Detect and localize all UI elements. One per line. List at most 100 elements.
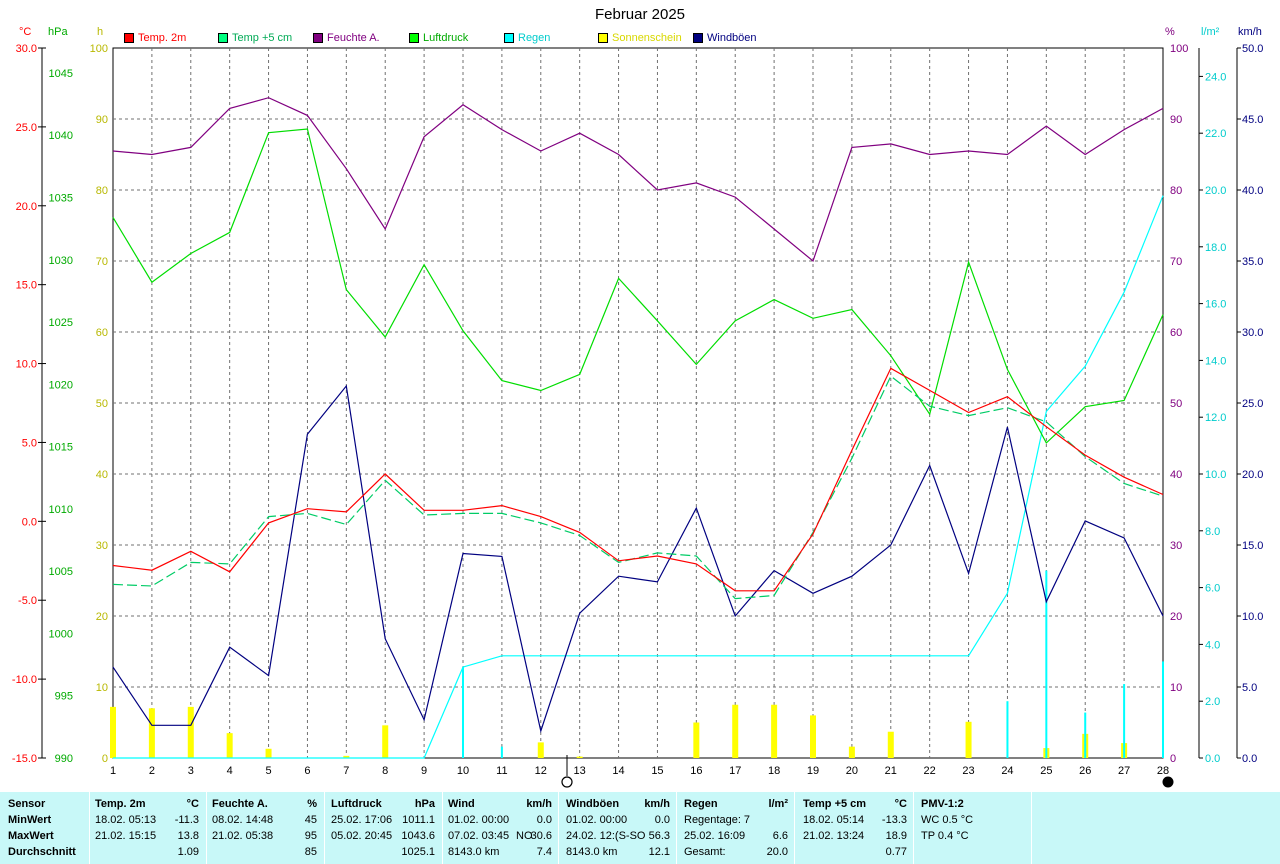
sunshine-bar [343,755,350,758]
x-tick-label: 11 [496,765,507,777]
stats-unit: km/h [644,798,670,810]
stats-luftdruck: Luftdruck hPa 25.02. 17:06 1011.1 05.02. … [331,792,441,864]
rain-tick-label: 22.0 [1205,128,1226,140]
stats-header: Wind [448,798,475,810]
stats-separator [558,792,559,864]
stats-wind: Wind km/h 01.02. 00:00 0.0 07.02. 03:45 NO… [448,792,556,864]
wind-tick-label: 25.0 [1242,398,1263,410]
x-tick-label: 28 [1157,765,1169,777]
temp-tick-label: 15.0 [16,280,37,292]
x-tick-label: 21 [885,765,897,777]
stats-header: PMV-1:2 [921,798,964,810]
stats-direction: NO [516,830,533,842]
x-tick-label: 25 [1040,765,1052,777]
stats-temp5cm: Temp +5 cm °C 18.02. 05:14 -13.3 21.02. 1… [803,792,909,864]
x-tick-label: 26 [1079,765,1091,777]
temp-tick-label: 20.0 [16,201,37,213]
stats-value: 12.1 [648,846,670,858]
legend-label: Temp +5 cm [232,32,293,44]
pressure-tick-label: 1030 [49,255,73,267]
humidity-tick-label: 20 [1170,611,1182,623]
rain-tick-label: 16.0 [1205,299,1226,311]
hours-tick-label: 30 [96,540,108,552]
humidity-tick-label: 100 [1170,43,1188,55]
x-tick-label: 16 [690,765,702,777]
legend-label: Temp. 2m [138,32,187,44]
temp-tick-label: 25.0 [16,122,37,134]
full-moon-icon [561,776,573,788]
sunshine-bar [887,731,894,758]
stats-date: 08.02. 14:48 [212,814,274,826]
sunshine-bar [226,733,233,758]
humidity-tick-label: 80 [1170,185,1182,197]
pressure-tick-label: 1040 [49,130,73,142]
humidity-tick-label: 0 [1170,753,1176,765]
stats-separator [206,792,207,864]
pressure-tick-label: 1045 [49,68,73,80]
temp-tick-label: 30.0 [16,43,37,55]
temp-tick-label: 0.0 [22,516,37,528]
stats-date: 01.02. 00:00 [448,814,510,826]
wind-tick-label: 20.0 [1242,469,1263,481]
stats-row-label: MinWert [8,814,52,826]
stats-rain-days: Regentage: 7 [684,814,751,826]
x-tick-label: 23 [962,765,974,777]
stats-date: 05.02. 20:45 [331,830,393,842]
stats-value: WC 0.5 °C [921,814,974,826]
legend-swatch [409,33,419,43]
stats-value: 13.8 [177,830,199,842]
x-tick-label: 2 [149,765,155,777]
legend-label: Regen [518,32,551,44]
legend-swatch [693,33,703,43]
stats-header: Luftdruck [331,798,382,810]
stats-regen: Regen l/m² Regentage: 7 25.02. 16:09 6.6 … [684,792,790,864]
rain-tick-label: 24.0 [1205,71,1226,83]
x-tick-label: 10 [457,765,469,777]
x-tick-label: 4 [227,765,233,777]
stats-unit: °C [186,798,199,810]
stats-header: Temp +5 cm [803,798,867,810]
hours-tick-label: 40 [96,469,108,481]
wind-tick-label: 45.0 [1242,114,1263,126]
hours-tick-label: 100 [90,43,108,55]
sunshine-bar [693,722,700,758]
legend-item-regen: Regen [504,31,550,45]
pressure-tick-label: 1000 [49,628,73,640]
stats-row-label: MaxWert [8,830,54,842]
legend-label: Feuchte A. [327,32,380,44]
rain-bar [1045,570,1048,758]
legend-item-temp5cm: Temp +5 cm [218,31,292,45]
hours-tick-label: 0 [102,753,108,765]
stats-value: 56.3 [648,830,670,842]
stats-total-label: Gesamt: [684,846,726,858]
rain-bar [500,746,503,758]
x-tick-label: 5 [265,765,271,777]
wind-unit-label: km/h [1238,26,1262,38]
stats-date: 07.02. 03:45 [448,830,510,842]
wind-tick-label: 10.0 [1242,611,1263,623]
stats-distance: 8143.0 km [566,846,618,858]
legend-label: Sonnenschein [612,32,682,44]
stats-value: TP 0.4 °C [921,830,969,842]
stats-value: 0.0 [654,814,670,826]
stats-value: 95 [304,830,317,842]
chart-title: Februar 2025 [594,6,686,23]
legend-swatch [218,33,228,43]
series-line-temp-2m [112,367,1164,592]
rain-bar [462,667,464,758]
stats-value: 85 [304,846,317,858]
stats-header: Windböen [566,798,620,810]
pressure-tick-label: 995 [55,691,73,703]
stats-date: 24.02. 12:(S-SO [566,830,646,842]
x-tick-label: 27 [1118,765,1130,777]
legend-item-temp2m: Temp. 2m [124,31,186,45]
stats-value: 0.77 [885,846,907,858]
wind-tick-label: 0.0 [1242,753,1257,765]
rain-tick-label: 0.0 [1205,753,1220,765]
wind-tick-label: 5.0 [1242,682,1257,694]
weather-chart: 30.025.020.015.010.05.00.0-5.0-10.0-15.0… [12,43,1263,788]
legend-label: Windböen [707,32,757,44]
legend-swatch [504,33,514,43]
rain-tick-label: 10.0 [1205,469,1226,481]
temp-tick-label: 10.0 [16,359,37,371]
